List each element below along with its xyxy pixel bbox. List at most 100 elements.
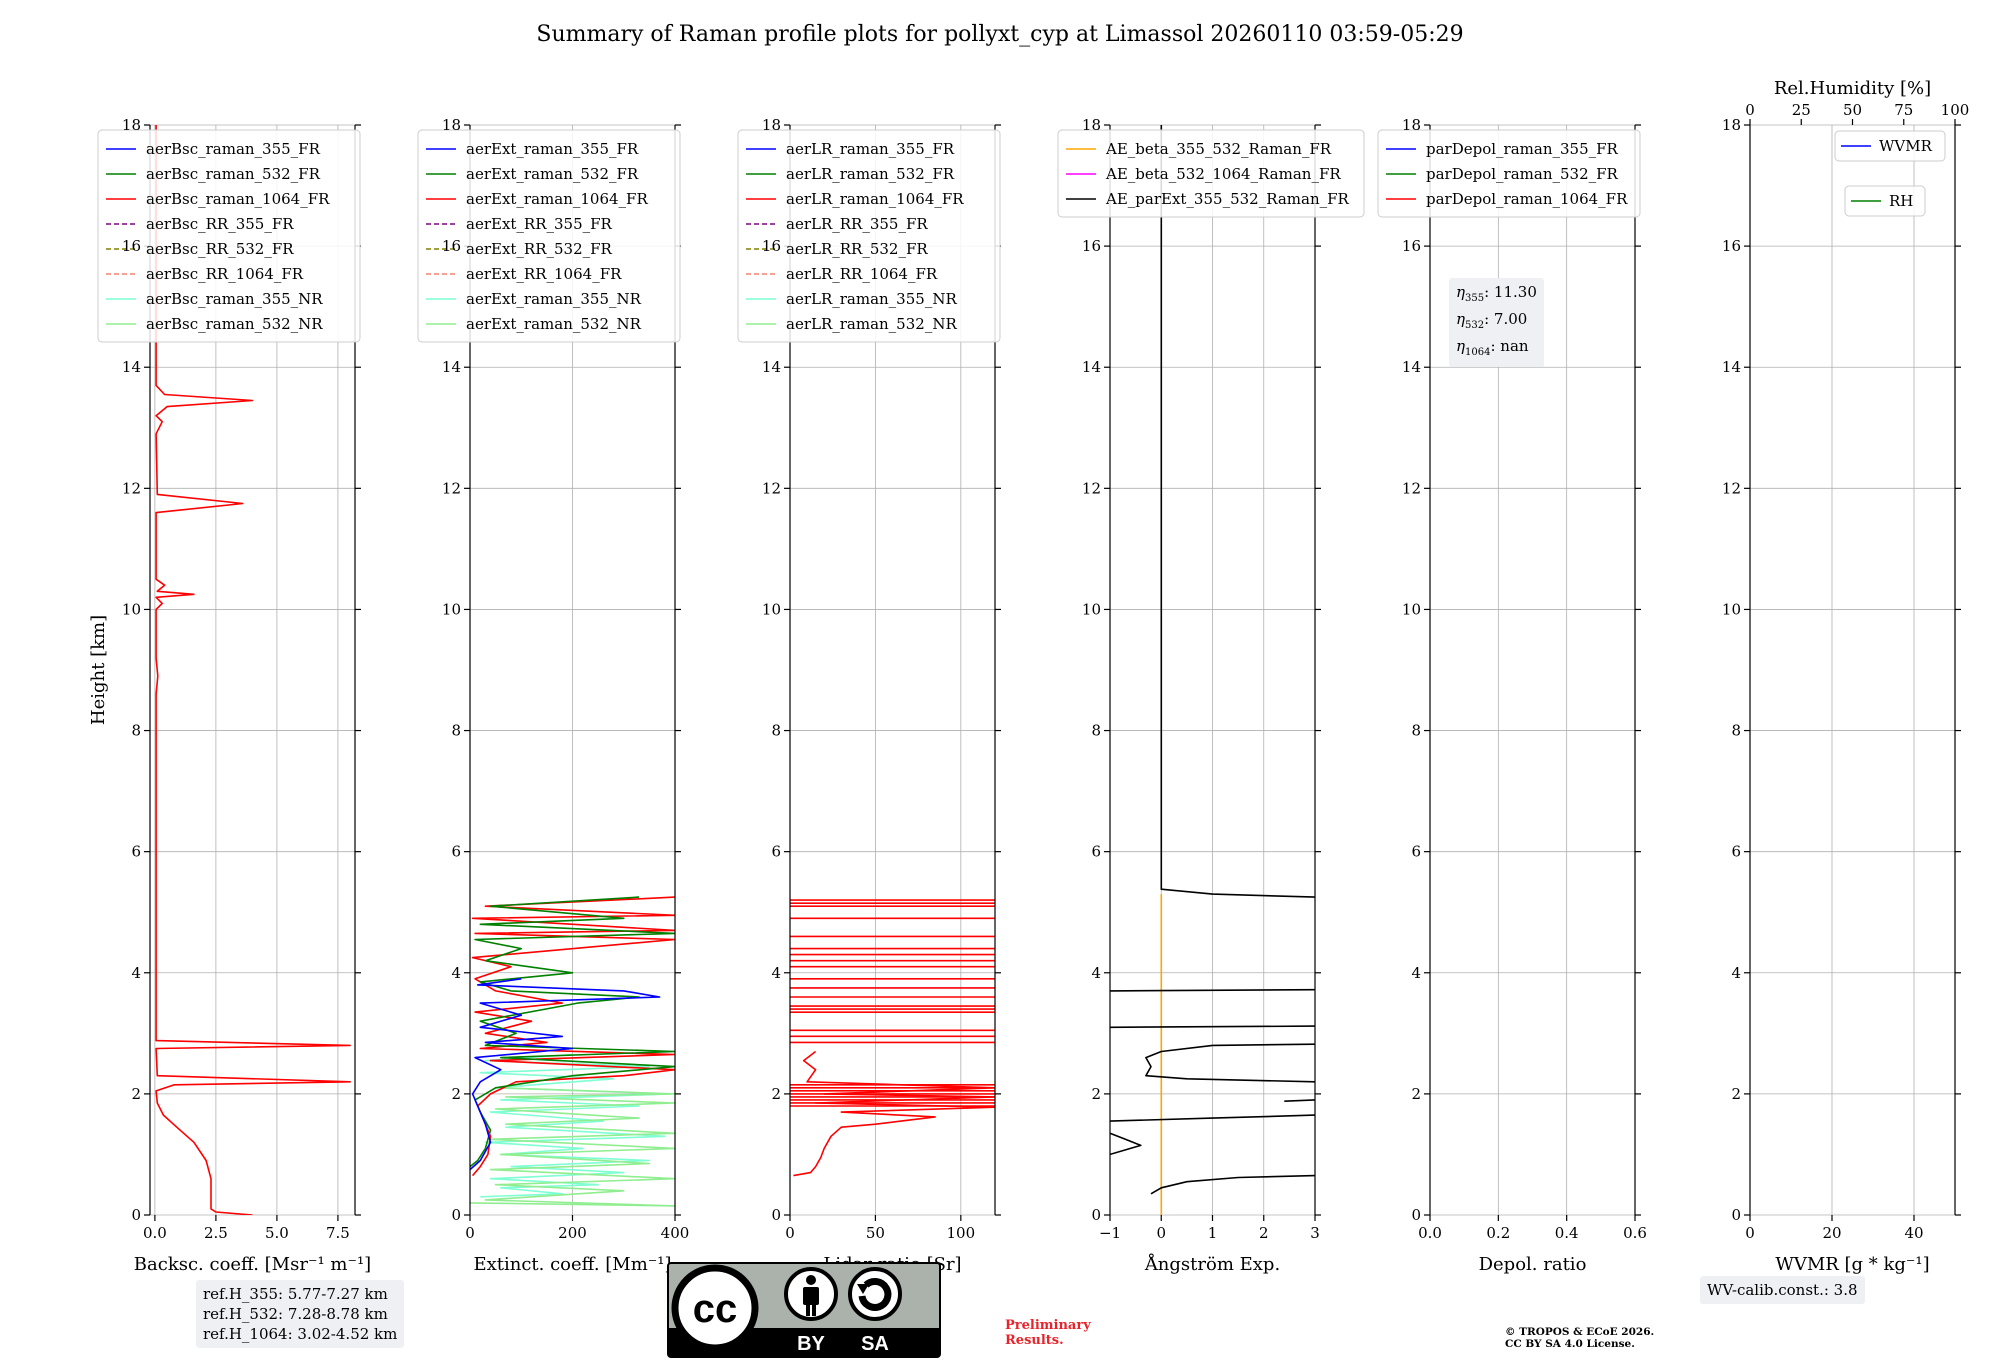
y-tick-label: 6: [1731, 843, 1741, 861]
x-tick-label: 3: [1310, 1224, 1320, 1242]
legend-label: WVMR: [1879, 137, 1933, 155]
series-group: [470, 896, 675, 1207]
legend-label: aerExt_raman_355_FR: [466, 140, 639, 158]
y-tick-label: 2: [451, 1085, 461, 1103]
y-tick-label: 14: [442, 358, 461, 376]
panel-3: [737, 124, 1001, 1221]
legend-label: AE_beta_532_1064_Raman_FR: [1105, 165, 1341, 183]
y-tick-label: 16: [762, 237, 781, 255]
legend-label: parDepol_raman_1064_FR: [1426, 190, 1628, 208]
y-tick-label: 10: [442, 600, 461, 618]
y-tick-label: 4: [451, 964, 461, 982]
y-tick-label: 12: [1402, 479, 1421, 497]
x-tick-label: 0.2: [1486, 1224, 1510, 1242]
y-tick-label: 0: [1731, 1206, 1741, 1224]
legend-label: parDepol_raman_532_FR: [1426, 165, 1619, 183]
x-axis-label: Depol. ratio: [1479, 1254, 1587, 1275]
legend-label: aerBsc_raman_355_NR: [146, 290, 323, 308]
y-tick-label: 4: [1091, 964, 1101, 982]
legend: [1834, 130, 1946, 217]
y-tick-label: 0: [131, 1206, 141, 1224]
legend-label: aerExt_RR_532_FR: [466, 240, 613, 258]
legend-label: aerLR_RR_1064_FR: [786, 265, 938, 283]
top-tick-label: 0: [1745, 101, 1755, 119]
x-axis-label: WVMR [g * kg⁻¹]: [1775, 1254, 1929, 1275]
x-tick-label: 2: [1259, 1224, 1269, 1242]
series-group: [790, 899, 995, 1177]
y-tick-label: 8: [131, 722, 141, 740]
legend-label: AE_beta_355_532_Raman_FR: [1105, 140, 1332, 158]
x-axis-label: Backsc. coeff. [Msr⁻¹ m⁻¹]: [134, 1254, 371, 1275]
y-tick-label: 8: [1411, 722, 1421, 740]
x-tick-label: 0.0: [143, 1224, 167, 1242]
y-tick-label: 16: [122, 237, 141, 255]
legend-label: aerBsc_raman_532_FR: [146, 165, 321, 183]
legend: [417, 129, 681, 343]
y-tick-label: 2: [1411, 1085, 1421, 1103]
y-tick-label: 18: [122, 116, 141, 134]
legend-label: RH: [1889, 192, 1913, 210]
y-tick-label: 6: [1091, 843, 1101, 861]
y-tick-label: 16: [442, 237, 461, 255]
cc-by-label: BY: [797, 1333, 825, 1355]
y-tick-label: 8: [771, 722, 781, 740]
y-tick-label: 8: [1091, 722, 1101, 740]
legend-label: aerLR_RR_355_FR: [786, 215, 928, 233]
y-tick-label: 12: [442, 479, 461, 497]
y-tick-label: 2: [131, 1085, 141, 1103]
legend-label: aerBsc_raman_532_NR: [146, 315, 323, 333]
eta-355: η355: 11.30: [1456, 283, 1537, 304]
legend-label: aerExt_raman_1064_FR: [466, 190, 648, 208]
panel-4: [1057, 124, 1365, 1221]
y-tick-label: 4: [1731, 964, 1741, 982]
top-tick-label: 25: [1792, 101, 1811, 119]
legend: [1057, 129, 1365, 218]
cc-by-sa-logo: cc BY SA: [667, 1262, 941, 1358]
cc-sa-label: SA: [861, 1333, 889, 1355]
y-tick-label: 6: [1411, 843, 1421, 861]
legend-box: [1377, 129, 1641, 218]
legend-box: [1844, 185, 1926, 217]
y-tick-label: 10: [762, 600, 781, 618]
y-tick-label: 0: [1091, 1206, 1101, 1224]
legend-label: parDepol_raman_355_FR: [1426, 140, 1619, 158]
legend-label: aerBsc_raman_1064_FR: [146, 190, 330, 208]
y-tick-label: 2: [1091, 1085, 1101, 1103]
y-tick-label: 6: [131, 843, 141, 861]
y-tick-label: 14: [1402, 358, 1421, 376]
y-tick-label: 14: [762, 358, 781, 376]
y-tick-label: 12: [1722, 479, 1741, 497]
legend-box: [1057, 129, 1365, 218]
legend-label: aerLR_raman_532_NR: [786, 315, 957, 333]
y-tick-label: 10: [1402, 600, 1421, 618]
x-tick-label: 50: [866, 1224, 885, 1242]
legend: [97, 129, 361, 343]
refh-355: ref.H_355: 5.77-7.27 km: [203, 1285, 388, 1303]
y-tick-label: 16: [1722, 237, 1741, 255]
series-line-aerExt_raman_355_FR: [470, 978, 661, 1171]
figure-title: Summary of Raman profile plots for polly…: [536, 22, 1464, 47]
legend-label: aerLR_raman_1064_FR: [786, 190, 964, 208]
wv-calib-box: WV-calib.const.: 3.8: [1700, 1276, 1865, 1304]
top-tick-label: 50: [1843, 101, 1862, 119]
x-tick-label: 400: [661, 1224, 690, 1242]
y-tick-label: 6: [771, 843, 781, 861]
legend-label: aerBsc_RR_355_FR: [146, 215, 294, 233]
y-tick-label: 4: [771, 964, 781, 982]
reference-height-box: ref.H_355: 5.77-7.27 km ref.H_532: 7.28-8…: [196, 1280, 405, 1348]
legend-label: aerLR_raman_532_FR: [786, 165, 955, 183]
y-tick-label: 10: [122, 600, 141, 618]
y-tick-label: 0: [771, 1206, 781, 1224]
y-tick-label: 18: [1082, 116, 1101, 134]
x-tick-label: 0: [785, 1224, 795, 1242]
legend-label: aerExt_RR_355_FR: [466, 215, 613, 233]
y-tick-label: 12: [1082, 479, 1101, 497]
legend-label: aerExt_raman_532_FR: [466, 165, 639, 183]
y-tick-label: 8: [1731, 722, 1741, 740]
x-tick-label: 200: [558, 1224, 587, 1242]
y-tick-label: 10: [1722, 600, 1741, 618]
legend: [737, 129, 1001, 343]
x-tick-label: 7.5: [326, 1224, 350, 1242]
y-tick-label: 2: [1731, 1085, 1741, 1103]
